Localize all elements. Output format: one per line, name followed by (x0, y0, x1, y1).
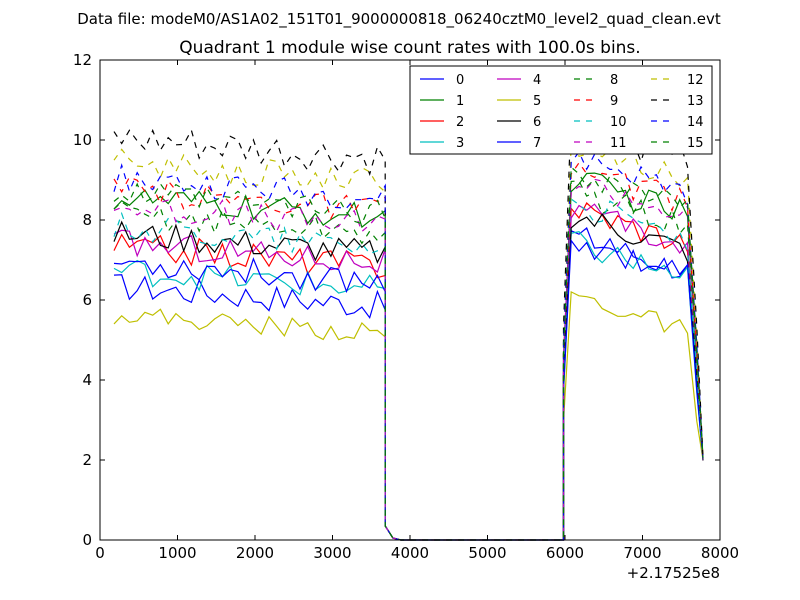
y-tick-label: 12 (73, 51, 92, 69)
y-tick-label: 0 (82, 531, 92, 549)
y-tick-label: 4 (82, 371, 92, 389)
x-tick-label: 6000 (546, 544, 584, 562)
legend-label-9: 9 (610, 94, 618, 109)
x-offset-label: +2.17525e8 (627, 564, 720, 582)
legend-label-14: 14 (687, 115, 704, 130)
series-line-4 (113, 203, 704, 541)
legend-label-3: 3 (456, 136, 464, 151)
legend-label-15: 15 (687, 136, 704, 151)
x-tick-label: 0 (95, 544, 105, 562)
x-tick-label: 5000 (468, 544, 506, 562)
x-tick-label: 8000 (701, 544, 739, 562)
series-line-12 (113, 142, 704, 541)
legend-label-6: 6 (533, 115, 541, 130)
x-tick-label: 1000 (158, 544, 196, 562)
legend-label-5: 5 (533, 94, 541, 109)
series-line-3 (113, 231, 704, 541)
suptitle: Data file: modeM0/AS1A02_151T01_90000008… (77, 10, 721, 29)
x-tick-label: 4000 (391, 544, 429, 562)
series-line-15 (113, 165, 704, 541)
series-line-1 (113, 172, 704, 541)
legend-box (409, 65, 713, 155)
legend-label-1: 1 (456, 94, 464, 109)
legend-label-12: 12 (687, 73, 704, 88)
legend-label-11: 11 (610, 136, 627, 151)
series-line-5 (113, 290, 704, 541)
legend-label-10: 10 (610, 115, 627, 130)
series-line-6 (113, 213, 704, 541)
legend-label-2: 2 (456, 115, 464, 130)
x-tick-label: 3000 (313, 544, 351, 562)
series-line-0 (113, 227, 704, 541)
series-line-7 (113, 237, 704, 541)
legend-label-4: 4 (533, 73, 541, 88)
y-tick-label: 8 (82, 211, 92, 229)
y-tick-label: 2 (82, 451, 92, 469)
y-tick-label: 6 (82, 291, 92, 309)
legend-label-0: 0 (456, 73, 464, 88)
x-tick-label: 2000 (236, 544, 274, 562)
chart-title: Quadrant 1 module wise count rates with … (179, 38, 640, 58)
legend-label-13: 13 (687, 94, 704, 109)
y-tick-label: 10 (73, 131, 92, 149)
legend-label-7: 7 (533, 136, 541, 151)
x-tick-label: 7000 (623, 544, 661, 562)
series-line-14 (113, 150, 704, 541)
legend-label-8: 8 (610, 73, 618, 88)
axis-ticks: 0 1000 2000 3000 4000 5000 6000 7000 80000246810… (73, 51, 739, 562)
